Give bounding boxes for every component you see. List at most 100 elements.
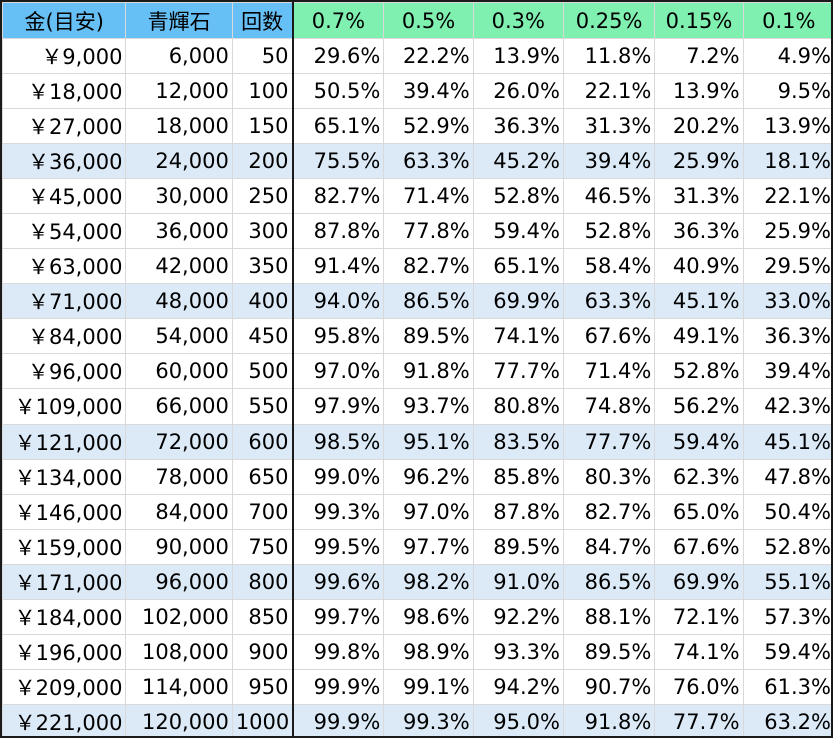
rate-cell: 71.4% [562, 353, 656, 390]
rate-cell: 89.5% [562, 633, 656, 670]
header-rate-0-3: 0.3% [472, 2, 564, 39]
rate-cell: 95.8% [292, 318, 385, 355]
rate-cell: 69.9% [472, 283, 564, 320]
gems-cell: 114,000 [125, 668, 233, 705]
rate-cell: 83.5% [472, 423, 564, 460]
rate-cell: 84.7% [562, 528, 656, 565]
table-row: ￥27,000 18,000 150 65.1% 52.9% 36.3% 31.3% 20.2… [2, 108, 831, 145]
pulls-cell: 300 [231, 213, 294, 250]
rate-cell: 57.3% [742, 598, 831, 635]
rate-cell: 99.9% [292, 668, 385, 705]
rate-cell: 63.3% [383, 143, 474, 180]
header-gems: 青輝石 [125, 2, 233, 39]
table-row: ￥63,000 42,000 350 91.4% 82.7% 65.1% 58.4% 40.9… [2, 248, 831, 285]
pulls-cell: 850 [231, 598, 294, 635]
rate-cell: 76.0% [654, 668, 744, 705]
rate-cell: 74.1% [654, 633, 744, 670]
rate-cell: 65.0% [654, 493, 744, 530]
header-rate-0-25: 0.25% [562, 2, 656, 39]
pulls-cell: 250 [231, 178, 294, 215]
money-cell: ￥221,000 [2, 703, 127, 736]
header-rate-0-7: 0.7% [292, 2, 385, 39]
gems-cell: 78,000 [125, 458, 233, 495]
rate-cell: 82.7% [562, 493, 656, 530]
rate-cell: 22.1% [562, 73, 656, 110]
header-pulls: 回数 [231, 2, 294, 39]
money-cell: ￥63,000 [2, 248, 127, 285]
header-rate-0-15: 0.15% [654, 2, 744, 39]
table-row: ￥96,000 60,000 500 97.0% 91.8% 77.7% 71.4% 52.8… [2, 353, 831, 390]
rate-cell: 95.0% [472, 703, 564, 736]
rate-cell: 52.8% [472, 178, 564, 215]
rate-cell: 52.9% [383, 108, 474, 145]
pulls-cell: 200 [231, 143, 294, 180]
header-money: 金(目安) [2, 2, 127, 39]
money-cell: ￥121,000 [2, 423, 127, 460]
rate-cell: 59.4% [654, 423, 744, 460]
rate-cell: 82.7% [383, 248, 474, 285]
table-row: ￥71,000 48,000 400 94.0% 86.5% 69.9% 63.3% 45.1… [2, 283, 831, 320]
money-cell: ￥71,000 [2, 283, 127, 320]
gems-cell: 102,000 [125, 598, 233, 635]
gems-cell: 18,000 [125, 108, 233, 145]
gems-cell: 6,000 [125, 37, 233, 75]
rate-cell: 97.9% [292, 388, 385, 425]
gems-cell: 24,000 [125, 143, 233, 180]
rate-cell: 29.5% [742, 248, 831, 285]
rate-cell: 94.0% [292, 283, 385, 320]
money-cell: ￥184,000 [2, 598, 127, 635]
rate-cell: 65.1% [472, 248, 564, 285]
table-row: ￥159,000 90,000 750 99.5% 97.7% 89.5% 84.7% 67.… [2, 528, 831, 565]
rate-cell: 50.5% [292, 73, 385, 110]
rate-cell: 85.8% [472, 458, 564, 495]
rate-cell: 97.7% [383, 528, 474, 565]
rate-cell: 42.3% [742, 388, 831, 425]
rate-cell: 45.1% [654, 283, 744, 320]
pulls-cell: 750 [231, 528, 294, 565]
gems-cell: 12,000 [125, 73, 233, 110]
rate-cell: 36.3% [742, 318, 831, 355]
table-row: ￥36,000 24,000 200 75.5% 63.3% 45.2% 39.4% 25.9… [2, 143, 831, 180]
rate-cell: 93.3% [472, 633, 564, 670]
rate-cell: 99.9% [292, 703, 385, 736]
rate-cell: 72.1% [654, 598, 744, 635]
money-cell: ￥109,000 [2, 388, 127, 425]
gems-cell: 120,000 [125, 703, 233, 736]
rate-cell: 26.0% [472, 73, 564, 110]
gems-cell: 54,000 [125, 318, 233, 355]
rate-cell: 63.2% [742, 703, 831, 736]
rate-cell: 98.9% [383, 633, 474, 670]
rate-cell: 39.4% [742, 353, 831, 390]
rate-cell: 45.2% [472, 143, 564, 180]
rate-cell: 61.3% [742, 668, 831, 705]
rate-cell: 99.3% [383, 703, 474, 736]
rate-cell: 99.7% [292, 598, 385, 635]
pulls-cell: 150 [231, 108, 294, 145]
pulls-cell: 650 [231, 458, 294, 495]
rate-cell: 75.5% [292, 143, 385, 180]
rate-cell: 91.8% [383, 353, 474, 390]
rate-cell: 87.8% [292, 213, 385, 250]
rate-cell: 9.5% [742, 73, 831, 110]
money-cell: ￥27,000 [2, 108, 127, 145]
money-cell: ￥9,000 [2, 37, 127, 75]
rate-cell: 96.2% [383, 458, 474, 495]
rate-cell: 20.2% [654, 108, 744, 145]
table-row: ￥45,000 30,000 250 82.7% 71.4% 52.8% 46.5% 31.3… [2, 178, 831, 215]
table-row: ￥109,000 66,000 550 97.9% 93.7% 80.8% 74.8% 56.… [2, 388, 831, 425]
rate-cell: 50.4% [742, 493, 831, 530]
rate-cell: 52.8% [654, 353, 744, 390]
rate-cell: 99.5% [292, 528, 385, 565]
table-row: ￥146,000 84,000 700 99.3% 97.0% 87.8% 82.7% 65.… [2, 493, 831, 530]
header-row: 金(目安) 青輝石 回数 0.7% 0.5% 0.3% 0.25% 0.15% … [2, 2, 831, 39]
rate-cell: 98.6% [383, 598, 474, 635]
money-cell: ￥209,000 [2, 668, 127, 705]
pulls-cell: 800 [231, 563, 294, 600]
header-rate-0-1: 0.1% [742, 2, 831, 39]
rate-cell: 13.9% [654, 73, 744, 110]
gems-cell: 84,000 [125, 493, 233, 530]
rate-cell: 67.6% [654, 528, 744, 565]
pulls-cell: 500 [231, 353, 294, 390]
pulls-cell: 700 [231, 493, 294, 530]
rate-cell: 25.9% [742, 213, 831, 250]
